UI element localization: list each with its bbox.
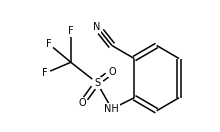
Text: N: N — [93, 22, 101, 32]
Text: O: O — [108, 67, 116, 77]
Text: NH: NH — [104, 104, 119, 114]
Text: F: F — [42, 69, 48, 78]
Text: F: F — [46, 39, 51, 49]
Text: S: S — [94, 78, 100, 88]
Text: F: F — [68, 26, 74, 36]
Text: O: O — [78, 98, 86, 108]
